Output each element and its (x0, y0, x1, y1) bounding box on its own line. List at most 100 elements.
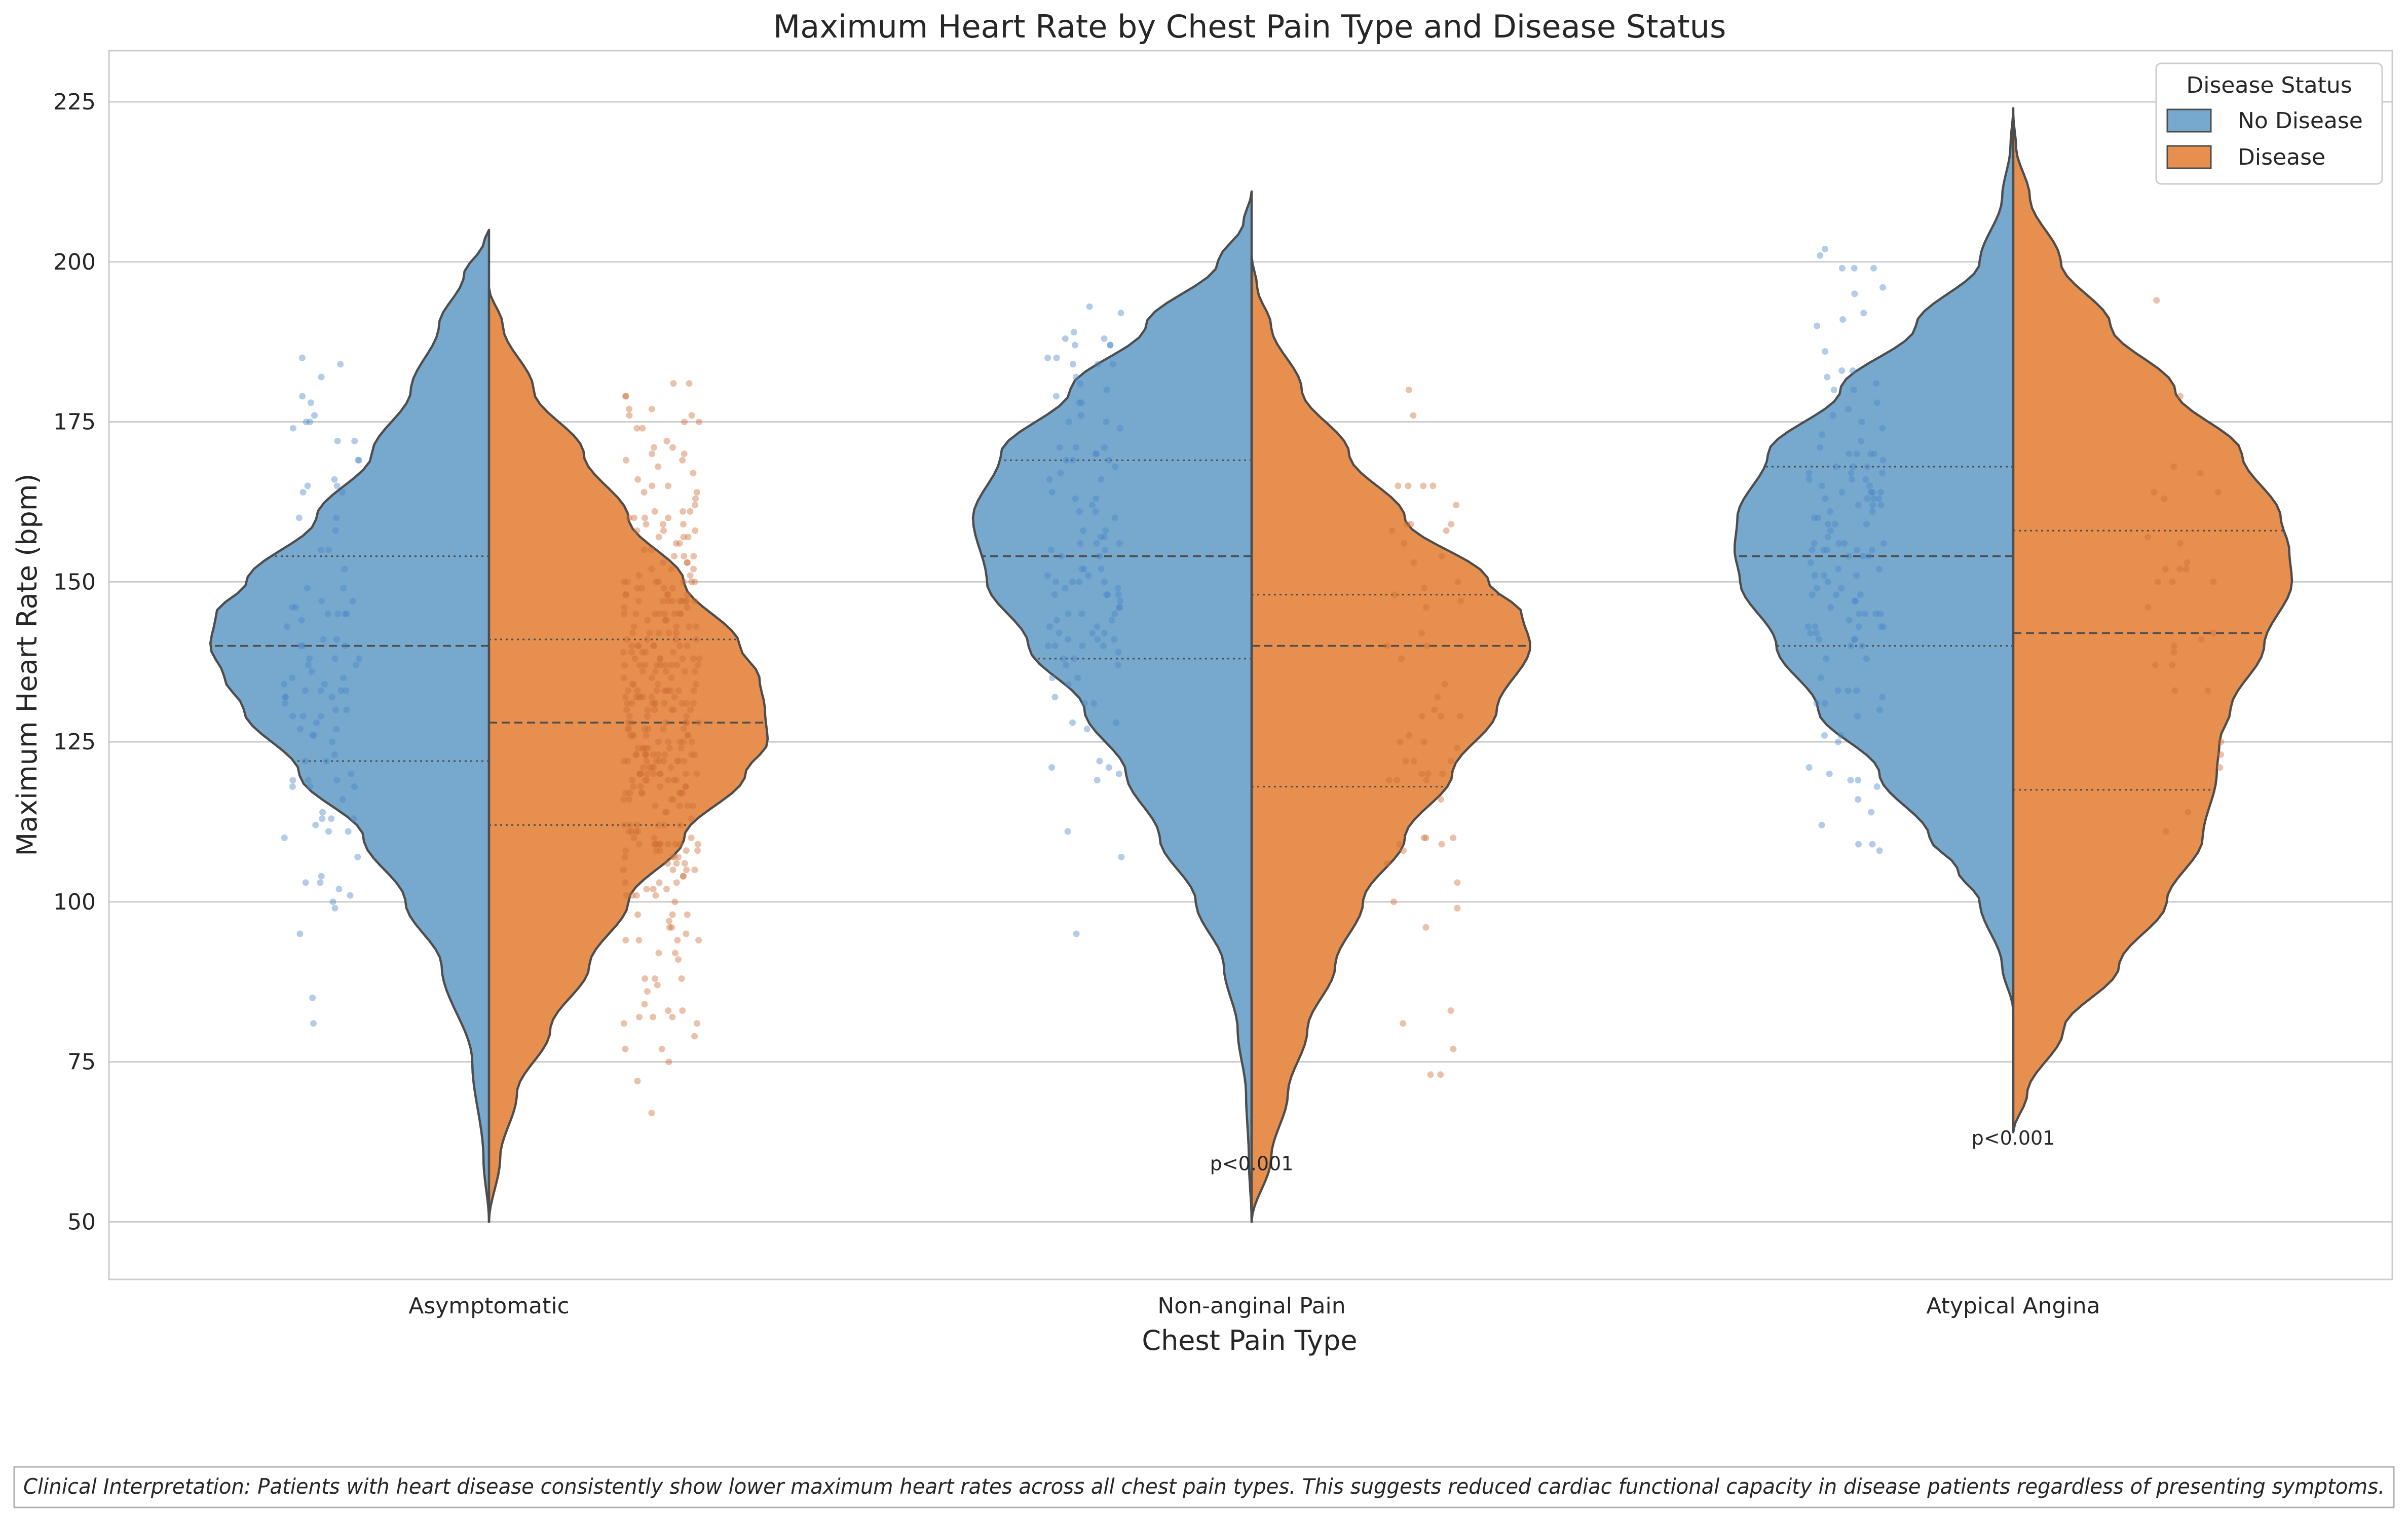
data-point (311, 732, 318, 739)
data-point (642, 662, 649, 668)
data-point (302, 879, 309, 886)
data-points (281, 246, 2225, 1117)
data-point (648, 405, 655, 412)
data-point (620, 649, 627, 656)
data-point (1848, 642, 1855, 650)
data-point (1058, 553, 1065, 560)
quartile-lines (210, 459, 2284, 826)
data-point (684, 591, 691, 598)
data-point (621, 611, 628, 617)
data-point (343, 687, 350, 694)
data-point (1454, 879, 1461, 886)
data-point (660, 585, 667, 592)
data-point (350, 815, 357, 822)
data-point (1420, 835, 1427, 841)
data-point (629, 732, 636, 739)
data-point (638, 789, 645, 797)
data-point (666, 924, 673, 931)
data-point (348, 770, 355, 777)
data-point (1427, 1071, 1434, 1078)
data-point (633, 751, 640, 758)
data-point (680, 534, 687, 541)
data-point (329, 738, 336, 745)
data-point (1070, 329, 1077, 336)
data-point (669, 853, 676, 860)
violin-non-anginal-pain-no-disease (971, 190, 1253, 1223)
annotations: p<0.001 p<0.001 (1210, 1127, 2055, 1175)
data-point (1065, 611, 1072, 617)
data-point (642, 649, 649, 656)
data-point (662, 617, 669, 624)
data-point (694, 841, 701, 848)
data-point (1821, 246, 1828, 252)
data-point (634, 642, 642, 650)
data-point (1115, 770, 1122, 777)
data-point (641, 546, 648, 553)
data-point (2177, 393, 2184, 400)
y-tick-label: 225 (53, 89, 96, 115)
data-point (1862, 476, 1869, 483)
data-point (1804, 623, 1812, 630)
data-point (328, 694, 335, 701)
data-point (1111, 636, 1118, 643)
data-point (1853, 572, 1860, 579)
data-point (1805, 764, 1813, 771)
data-point (1053, 354, 1060, 361)
data-point (1051, 591, 1058, 598)
data-point (1850, 386, 1857, 393)
data-point (332, 527, 339, 534)
data-point (650, 751, 657, 758)
data-point (625, 719, 631, 726)
data-point (1107, 342, 1114, 349)
data-point (1873, 783, 1880, 790)
data-point (1088, 502, 1096, 509)
data-point (1384, 642, 1391, 650)
data-point (1065, 680, 1072, 688)
data-point (691, 597, 698, 604)
legend-label-disease: Disease (2238, 144, 2325, 170)
data-point (684, 911, 691, 918)
data-point (1807, 629, 1814, 636)
data-point (299, 489, 307, 496)
data-point (1851, 636, 1858, 643)
data-point (650, 1013, 657, 1020)
data-point (672, 636, 680, 643)
data-point (1817, 674, 1824, 682)
data-point (1880, 623, 1887, 630)
data-point (1834, 687, 1841, 694)
data-point (622, 591, 629, 598)
data-point (644, 745, 651, 752)
data-point (1111, 514, 1118, 521)
data-point (1826, 508, 1833, 515)
data-point (1870, 264, 1877, 272)
data-point (1423, 777, 1430, 784)
data-point (1429, 482, 1437, 489)
data-point (1079, 642, 1086, 650)
data-point (642, 975, 649, 982)
legend-swatch-no-disease (2166, 108, 2212, 133)
data-point (297, 642, 305, 650)
data-point (1101, 629, 1108, 636)
data-point (1105, 457, 1112, 464)
data-point (1080, 527, 1087, 534)
data-point (691, 866, 698, 874)
data-point (1878, 470, 1886, 477)
data-point (1853, 450, 1860, 458)
data-point (623, 892, 630, 899)
data-point (657, 841, 664, 848)
data-point (638, 585, 646, 592)
data-point (1388, 527, 1396, 534)
data-point (692, 668, 699, 675)
data-point (1069, 457, 1076, 464)
p-value-annotation: p<0.001 (1972, 1127, 2055, 1149)
data-point (2163, 828, 2170, 835)
data-point (641, 489, 648, 496)
data-point (1867, 450, 1874, 458)
data-point (1074, 674, 1081, 682)
data-point (1400, 1020, 1407, 1027)
data-point (1849, 367, 1856, 374)
data-point (289, 777, 296, 784)
data-point (1441, 680, 1448, 688)
data-point (1098, 476, 1105, 483)
data-point (669, 911, 676, 918)
